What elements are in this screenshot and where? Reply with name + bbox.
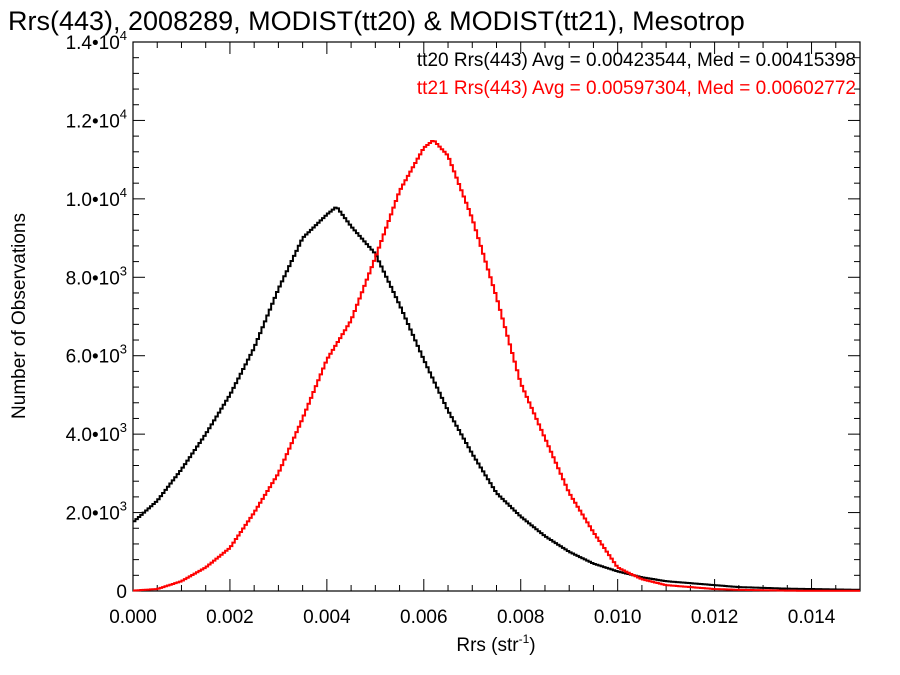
y-tick-labels: 02.0•1034.0•1036.0•1038.0•1031.0•1041.2•… [66,28,127,603]
x-tick-label: 0.000 [109,607,157,628]
series-line-tt21 [133,140,860,592]
x-axis-label-sup: -1 [519,632,530,646]
y-tick-mantissa: 6.0•10 [66,347,120,368]
chart-title: Rrs(443), 2008289, MODIST(tt20) & MODIST… [8,6,745,36]
series-group [133,140,860,592]
x-axis-label-main: Rrs (str [456,635,519,656]
x-axis-label: Rrs (str-1) [456,632,535,656]
y-tick-exponent: 4 [120,185,127,200]
y-tick-label: 0 [116,582,127,603]
y-tick-exponent: 3 [120,499,127,514]
y-tick-label: 1.2•104 [66,106,127,132]
y-tick-label: 1.0•104 [66,185,127,211]
series-line-tt20 [133,206,860,591]
y-tick-exponent: 3 [120,263,127,278]
x-tick-label: 0.006 [400,607,448,628]
y-tick-exponent: 4 [120,28,127,43]
y-tick-mantissa: 8.0•10 [66,268,120,289]
x-tick-labels: 0.000 0.002 0.004 0.006 0.008 0.010 0.012 0.014 [109,607,836,628]
y-tick-mantissa: 1.2•10 [66,111,120,132]
x-tick-label: 0.010 [594,607,642,628]
y-tick-mantissa: 1.4•10 [66,33,120,54]
y-tick-label: 4.0•103 [66,420,127,446]
x-tick-label: 0.004 [303,607,351,628]
y-tick-mantissa: 4.0•10 [66,425,120,446]
y-tick-exponent: 4 [120,106,127,121]
x-tick-label: 0.008 [497,607,545,628]
x-tick-label: 0.014 [788,607,836,628]
y-tick-label: 1.4•104 [66,28,127,54]
y-tick-exponent: 3 [120,420,127,435]
x-tick-label: 0.012 [691,607,739,628]
axis-ticks [132,41,861,592]
y-axis-label: Number of Observations [9,213,30,419]
y-tick-label: 6.0•103 [66,342,127,368]
y-tick-label: 2.0•103 [66,499,127,525]
y-tick-mantissa: 0 [116,582,127,603]
legend-tt20-stats: tt20 Rrs(443) Avg = 0.00423544, Med = 0.… [417,50,856,71]
x-axis-label-close: ) [529,635,535,656]
x-tick-label: 0.002 [206,607,254,628]
y-tick-mantissa: 1.0•10 [66,190,120,211]
y-tick-label: 8.0•103 [66,263,127,289]
y-tick-exponent: 3 [120,342,127,357]
y-tick-mantissa: 2.0•10 [66,504,120,525]
plot-frame [132,41,861,592]
legend-tt21-stats: tt21 Rrs(443) Avg = 0.00597304, Med = 0.… [417,78,856,99]
